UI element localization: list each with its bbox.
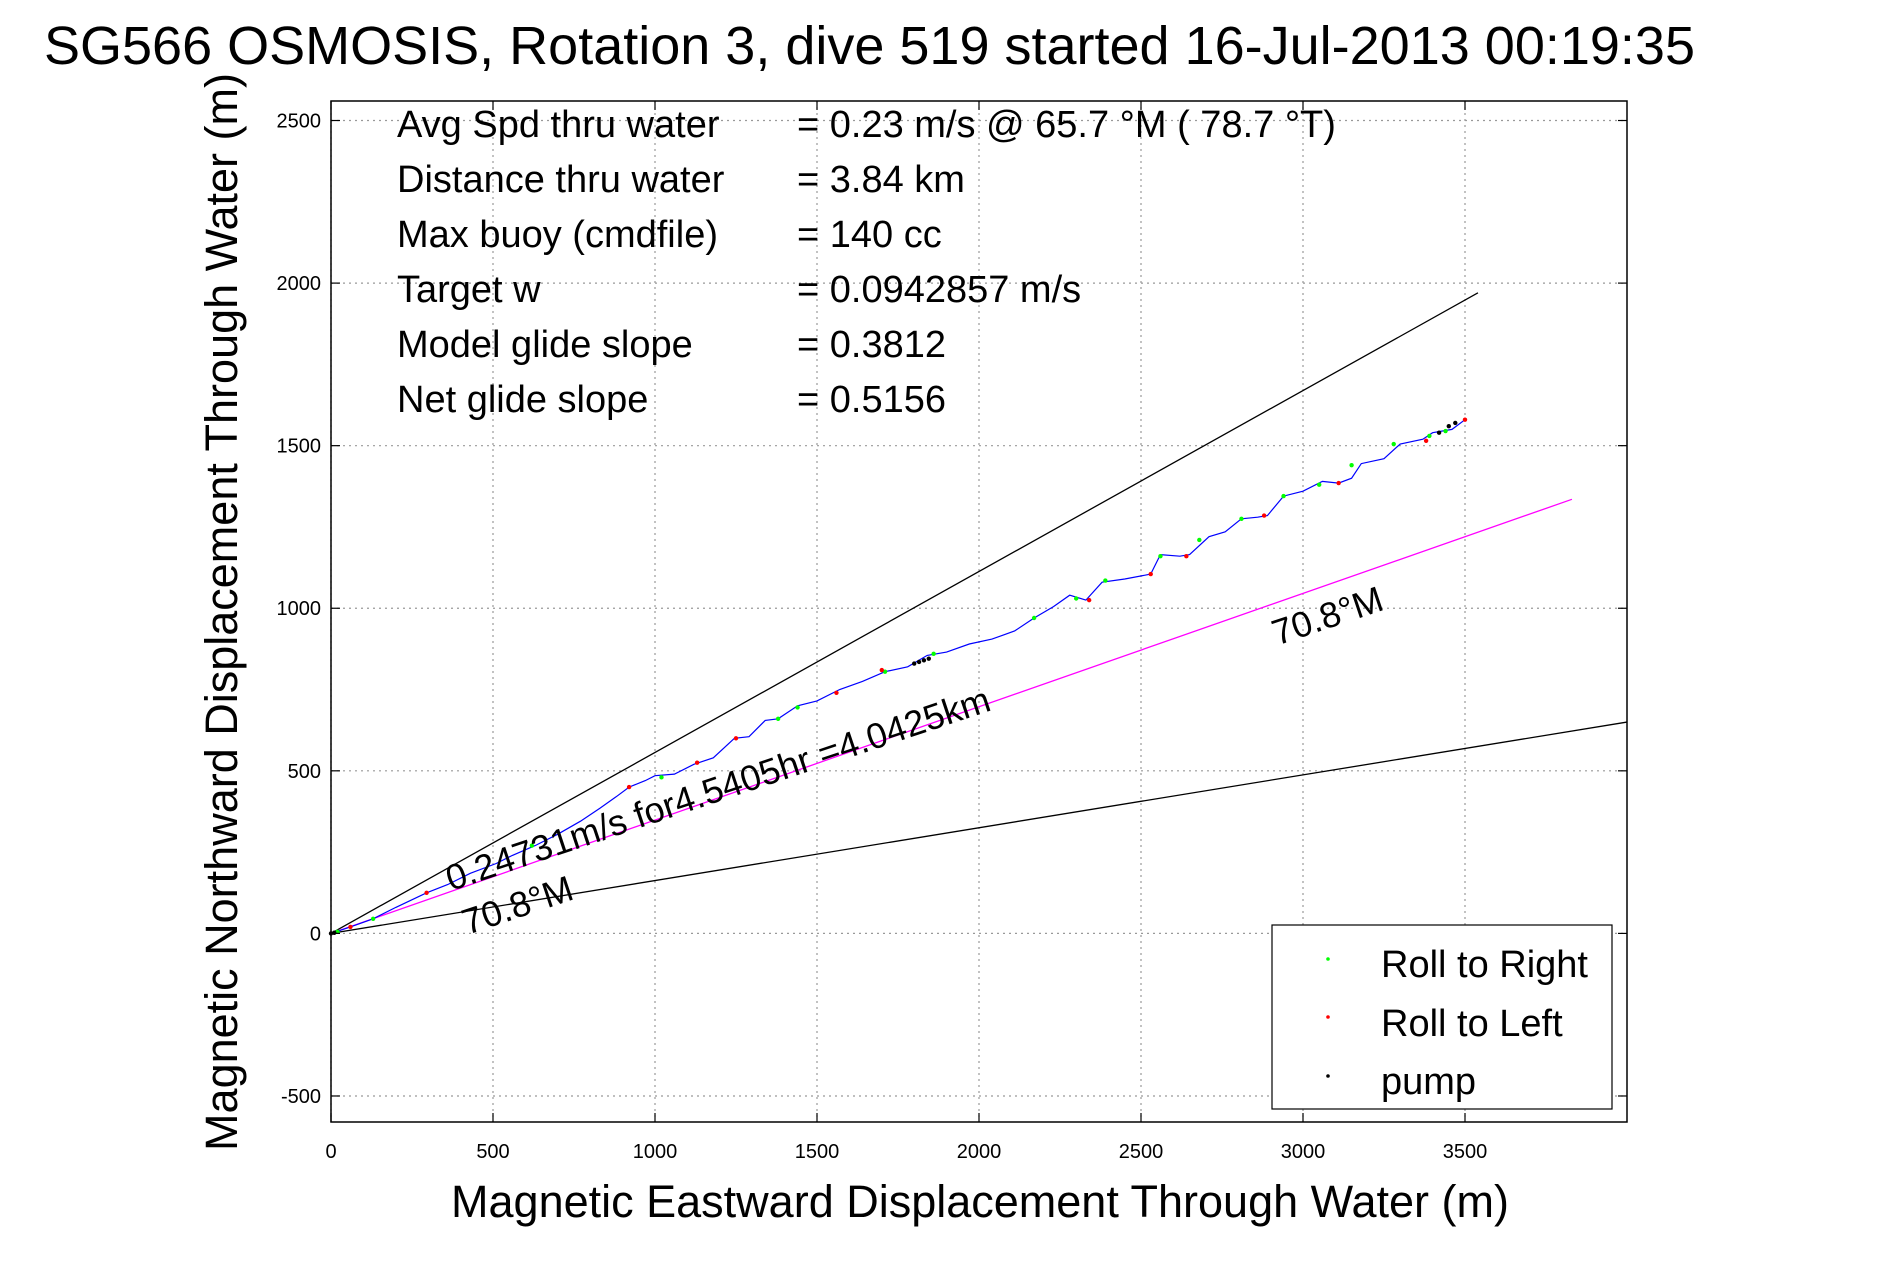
point-roll-to-right-10 <box>1103 578 1108 583</box>
point-roll-to-right-15 <box>1317 482 1322 487</box>
point-roll-to-left-11 <box>1336 480 1341 486</box>
point-roll-to-left-3 <box>694 760 700 765</box>
point-roll-to-right-9 <box>1074 596 1079 601</box>
point-roll-to-right-19 <box>1443 428 1448 434</box>
y-tick-label-2: 500 <box>288 761 321 783</box>
point-roll-to-left-8 <box>1148 571 1153 577</box>
stat-label-0: Avg Spd thru water <box>397 104 720 146</box>
stats-block: Avg Spd thru water = 0.23 m/s @ 65.7 °M … <box>397 104 1336 421</box>
point-roll-to-left-9 <box>1184 554 1189 559</box>
reference-line-2 <box>330 498 1573 935</box>
legend-marker-pump <box>1326 1074 1330 1078</box>
point-pump-1 <box>332 930 337 935</box>
reference-line-0 <box>330 292 1479 934</box>
y-tick-label-6: 2500 <box>277 111 322 133</box>
point-pump-7 <box>1446 423 1452 429</box>
stat-value-1: = 3.84 km <box>797 159 965 201</box>
point-roll-to-right-11 <box>1158 554 1163 559</box>
point-roll-to-right-16 <box>1349 462 1354 468</box>
x-tick-label-7: 3500 <box>1443 1141 1488 1163</box>
point-roll-to-left-10 <box>1261 513 1267 518</box>
x-tick-label-4: 2000 <box>957 1141 1002 1163</box>
point-roll-to-right-18 <box>1427 433 1432 439</box>
stat-label-2: Max buoy (cmdfile) <box>397 214 718 256</box>
point-pump-4 <box>921 658 927 663</box>
point-roll-to-right-14 <box>1281 493 1286 499</box>
x-axis-label: Magnetic Eastward Displacement Through W… <box>451 1176 1509 1227</box>
point-pump-3 <box>916 659 922 665</box>
point-roll-to-right-8 <box>1031 615 1037 621</box>
point-pump-5 <box>926 656 931 661</box>
point-roll-to-right-5 <box>795 705 800 710</box>
point-roll-to-left-12 <box>1423 438 1429 443</box>
stat-label-1: Distance thru water <box>397 159 725 201</box>
stat-label-4: Model glide slope <box>397 324 693 366</box>
x-tick-label-3: 1500 <box>795 1141 840 1163</box>
x-tick-label-2: 1000 <box>633 1141 678 1163</box>
point-roll-to-left-7 <box>1086 597 1092 603</box>
point-roll-to-right-13 <box>1239 516 1244 522</box>
point-roll-to-left-4 <box>733 736 739 741</box>
reference-line-1 <box>330 721 1628 935</box>
point-roll-to-right-7 <box>931 651 936 656</box>
legend-label-pump: pump <box>1381 1061 1476 1103</box>
stat-value-2: = 140 cc <box>797 214 942 256</box>
y-tick-label-5: 2000 <box>277 273 322 295</box>
chart-title: SG566 OSMOSIS, Rotation 3, dive 519 star… <box>44 16 1695 76</box>
x-tick-label-1: 500 <box>476 1141 509 1163</box>
point-pump-8 <box>1453 420 1458 426</box>
stat-value-4: = 0.3812 <box>797 324 946 366</box>
point-roll-to-left-5 <box>834 690 839 695</box>
y-tick-label-0: -500 <box>281 1086 321 1108</box>
legend-marker-roll-left <box>1326 1015 1330 1019</box>
point-roll-to-left-0 <box>348 924 353 930</box>
point-roll-to-left-13 <box>1462 417 1468 422</box>
stat-value-5: = 0.5156 <box>797 379 946 421</box>
point-pump-6 <box>1436 430 1442 435</box>
stat-value-3: = 0.0942857 m/s <box>797 269 1081 311</box>
x-tick-label-6: 3000 <box>1281 1141 1326 1163</box>
point-roll-to-right-1 <box>370 916 376 921</box>
y-tick-label-1: 0 <box>310 923 321 945</box>
legend: Roll to Right Roll to Left pump <box>1271 924 1613 1110</box>
stat-label-3: Target w <box>397 269 541 311</box>
stat-value-0: = 0.23 m/s @ 65.7 °M ( 78.7 °T) <box>797 104 1336 146</box>
point-roll-to-right-3 <box>659 775 664 780</box>
point-pump-2 <box>912 661 917 666</box>
reference-lines <box>330 292 1628 935</box>
point-roll-to-left-6 <box>879 667 884 673</box>
y-tick-label-4: 1500 <box>277 436 322 458</box>
y-tick-label-3: 1000 <box>277 598 322 620</box>
legend-label-roll-left: Roll to Left <box>1381 1003 1563 1045</box>
data-series <box>328 417 1468 936</box>
y-axis-label: Magnetic Northward Displacement Through … <box>196 73 247 1151</box>
legend-marker-roll-right <box>1326 957 1330 961</box>
point-roll-to-right-4 <box>775 716 781 722</box>
x-tick-label-0: 0 <box>325 1141 336 1163</box>
point-roll-to-left-1 <box>424 890 429 895</box>
point-roll-to-right-6 <box>882 669 888 674</box>
x-tick-label-5: 2500 <box>1119 1141 1164 1163</box>
point-roll-to-right-12 <box>1197 537 1202 543</box>
point-roll-to-left-2 <box>626 784 632 790</box>
axis-ticks: 0 500 1000 1500 2000 2500 3000 3500 -500 0 500 1000… <box>277 101 1627 1163</box>
legend-label-roll-right: Roll to Right <box>1381 944 1588 986</box>
point-roll-to-right-2 <box>529 843 535 848</box>
series-track <box>330 419 1466 934</box>
point-roll-to-right-17 <box>1391 441 1396 447</box>
stat-label-5: Net glide slope <box>397 379 648 421</box>
